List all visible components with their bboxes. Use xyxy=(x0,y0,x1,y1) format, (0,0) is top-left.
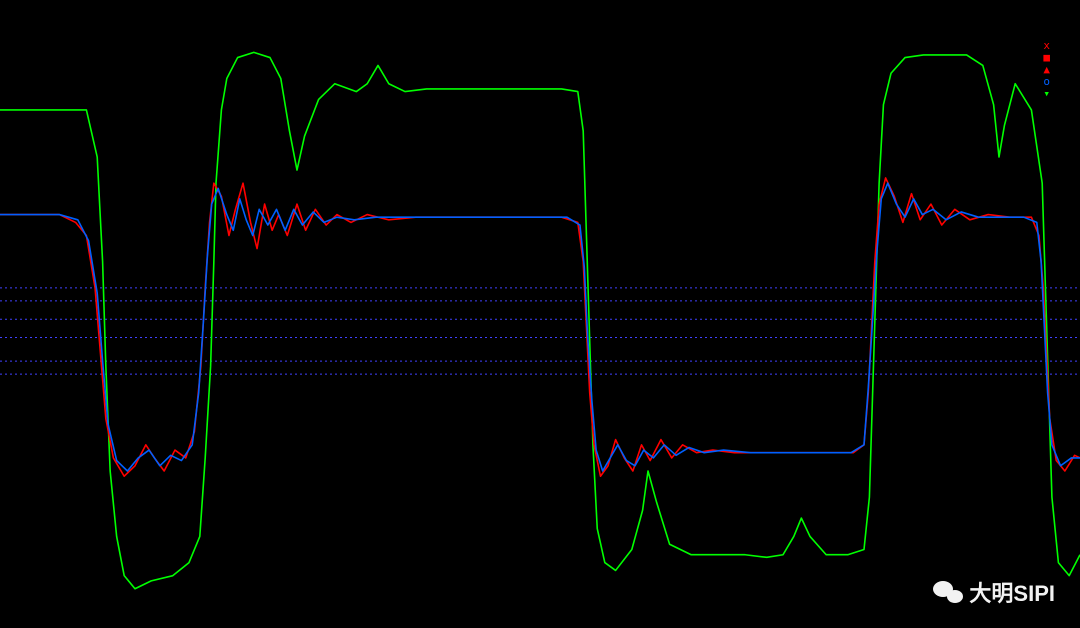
legend: x■▲o▾ xyxy=(1043,40,1050,100)
wechat-icon xyxy=(933,579,963,605)
series-red xyxy=(0,178,1080,476)
chart-canvas xyxy=(0,0,1080,628)
oscilloscope-chart: x■▲o▾ 大明SIPI xyxy=(0,0,1080,628)
series-green xyxy=(0,52,1080,588)
legend-item: ▾ xyxy=(1043,88,1050,100)
watermark-text: 大明SIPI xyxy=(969,576,1055,608)
series-blue xyxy=(0,183,1080,471)
watermark: 大明SIPI xyxy=(933,576,1055,608)
